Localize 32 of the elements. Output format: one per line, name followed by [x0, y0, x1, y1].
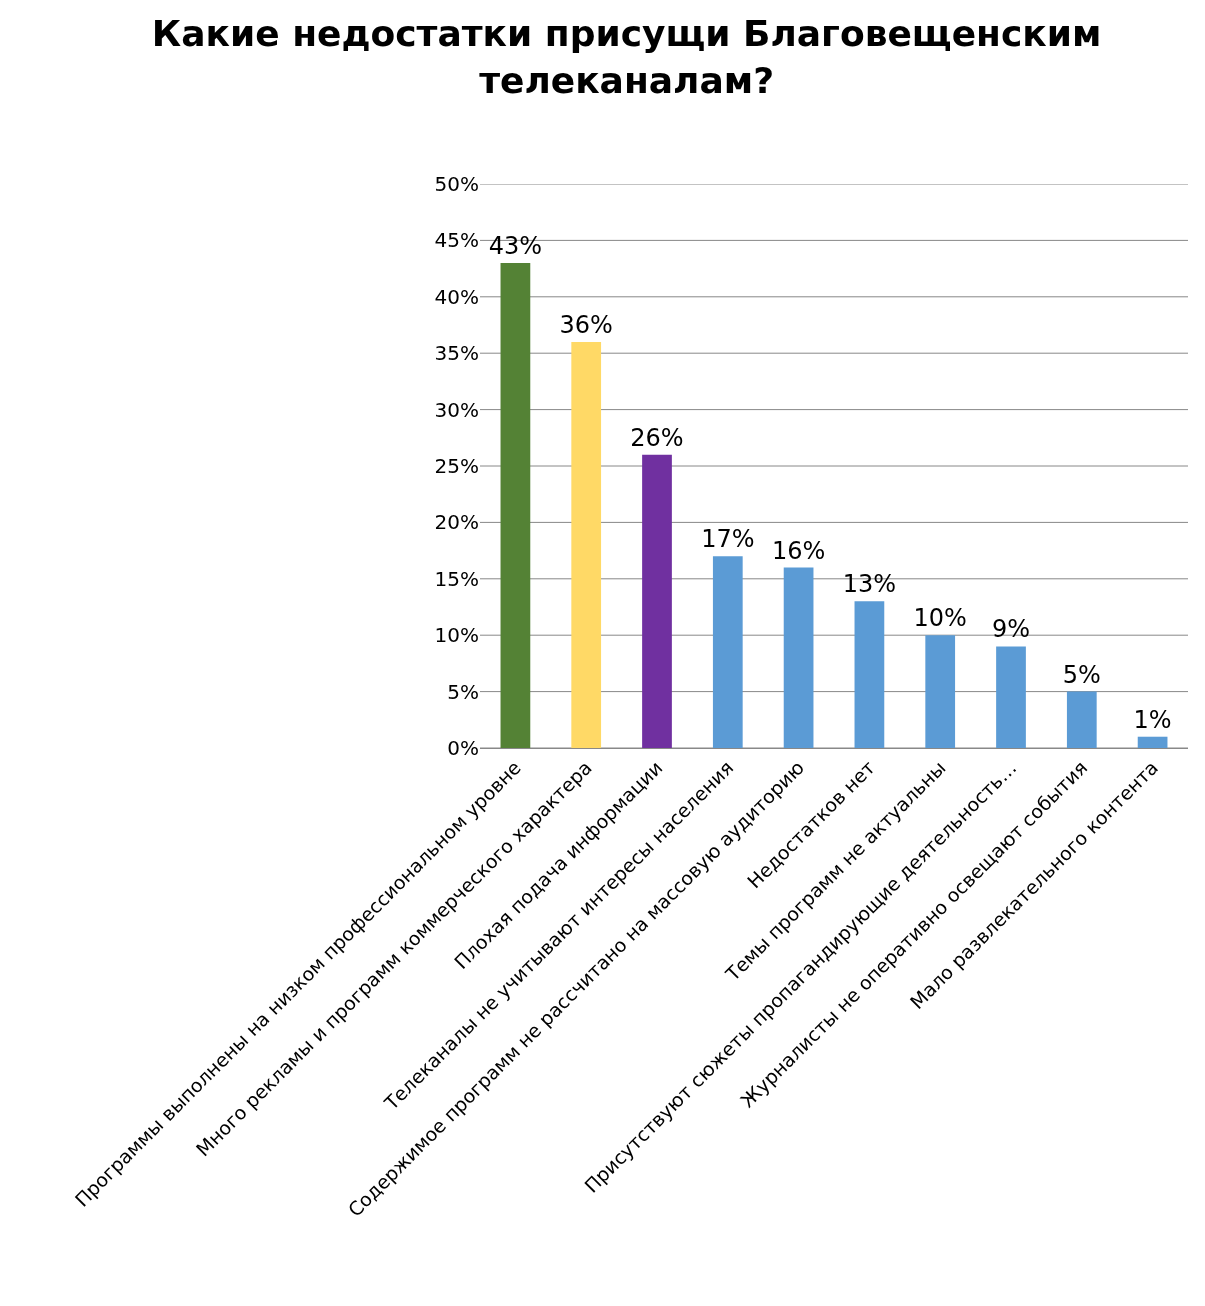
data-label: 43% — [488, 231, 543, 260]
data-label: 17% — [701, 525, 755, 554]
y-tick-label: 20% — [434, 510, 479, 535]
data-label: 16% — [771, 536, 826, 565]
bar — [500, 262, 531, 748]
data-label: 26% — [630, 423, 684, 452]
bar — [1137, 736, 1168, 748]
bar — [996, 646, 1026, 748]
bar — [712, 556, 743, 748]
data-label: 5% — [1062, 660, 1101, 689]
y-tick-label: 15% — [434, 566, 479, 591]
data-label: 10% — [913, 604, 967, 633]
bar — [925, 635, 956, 748]
data-label: 36% — [559, 310, 613, 339]
chart-title: Какие недостатки присущи Благовещенским телеканалам? — [151, 12, 1102, 101]
bar — [1066, 691, 1097, 748]
y-tick-label: 40% — [434, 284, 479, 309]
y-tick-label: 35% — [434, 341, 479, 366]
y-tick-label: 5% — [447, 679, 479, 704]
y-tick-label: 45% — [434, 228, 479, 253]
y-tick-label: 30% — [434, 397, 479, 422]
y-tick-label: 0% — [447, 736, 479, 760]
bar — [854, 601, 885, 748]
y-tick-label: 50% — [434, 172, 479, 196]
bar — [783, 567, 814, 748]
data-label: 1% — [1133, 705, 1172, 734]
y-tick-label: 25% — [434, 454, 479, 478]
bar — [571, 341, 602, 748]
data-label: 9% — [991, 615, 1031, 644]
data-label: 13% — [842, 570, 897, 599]
bar — [642, 454, 672, 748]
y-tick-label: 10% — [434, 623, 479, 648]
